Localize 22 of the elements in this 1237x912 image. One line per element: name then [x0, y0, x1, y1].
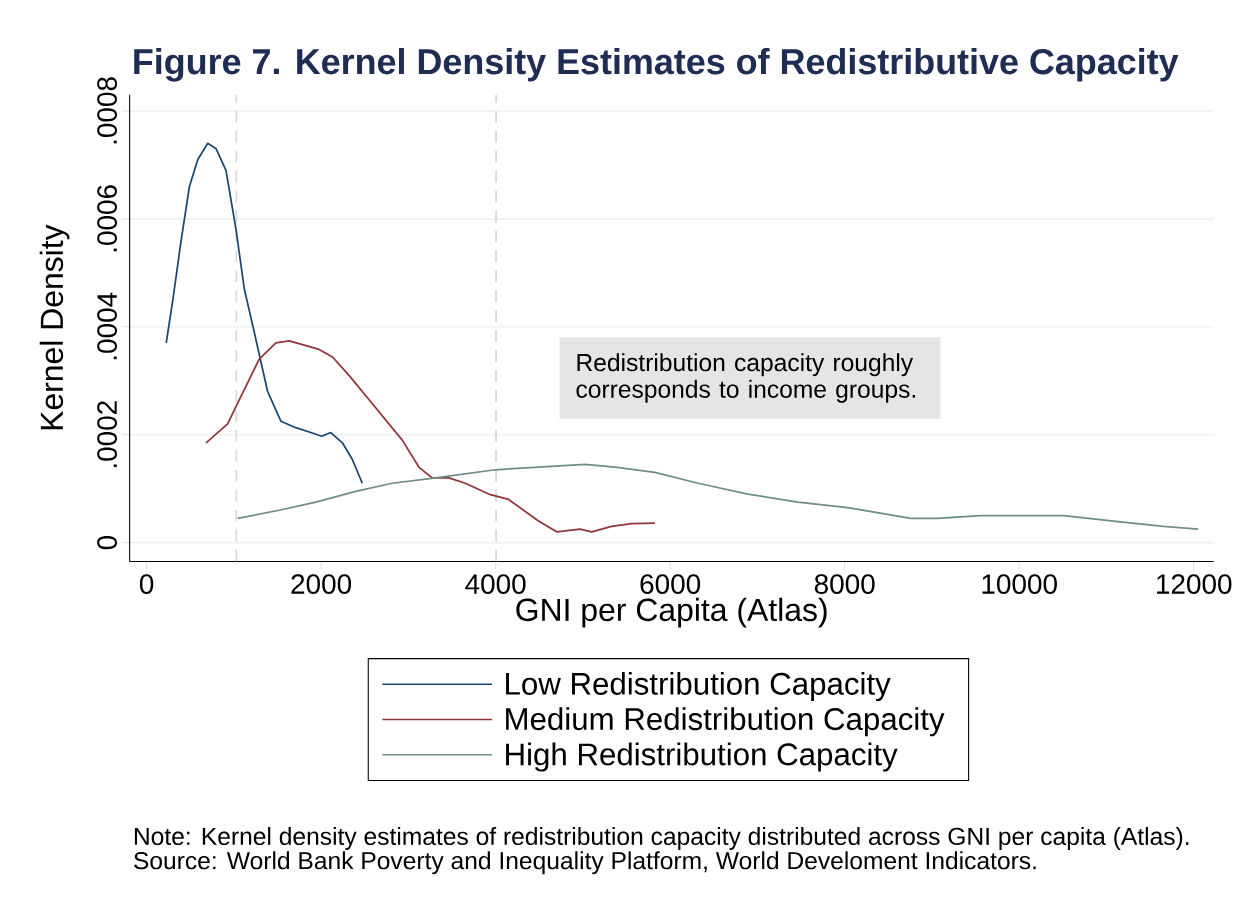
legend-label: Medium Redistribution Capacity: [506, 707, 945, 737]
y-tick-label: .0004: [97, 292, 117, 360]
legend-label: Low Redistribution Capacity: [506, 672, 891, 702]
y-tick-label: .0008: [97, 77, 117, 144]
text: Note: Kernel density estimates of redistribution capacity distributed across GNI per capita (Atlas).: [134, 827, 1189, 851]
x-tick-label: 10000: [982, 574, 1057, 595]
x-tick-label: 2000: [291, 574, 352, 595]
chart-title: Figure 7. Kernel Density Estimates of Redistributive Capacity: [134, 48, 1179, 82]
y-tick-label: .0006: [97, 185, 117, 252]
x-tick-label: 12000: [1157, 574, 1232, 595]
y-tick-label: 0: [97, 536, 117, 550]
y-axis-title: Kernel Density: [39, 224, 70, 430]
source-note: Source: World Bank Poverty and Inequality Platform, World Develoment Indicators.: [134, 851, 1036, 875]
y-tick-label: .0002: [97, 401, 117, 468]
legend-label: High Redistribution Capacity: [506, 742, 898, 772]
annotation: Redistribution capacity roughly corresponds to income groups.: [576, 353, 915, 403]
x-tick-label: 4000: [465, 574, 526, 595]
x-tick-label: 0: [139, 574, 154, 595]
x-tick-label: 6000: [640, 574, 701, 595]
x-tick-label: 8000: [814, 574, 875, 595]
x-axis-title: GNI per Capita (Atlas): [516, 597, 827, 628]
line-series: [165, 142, 364, 485]
